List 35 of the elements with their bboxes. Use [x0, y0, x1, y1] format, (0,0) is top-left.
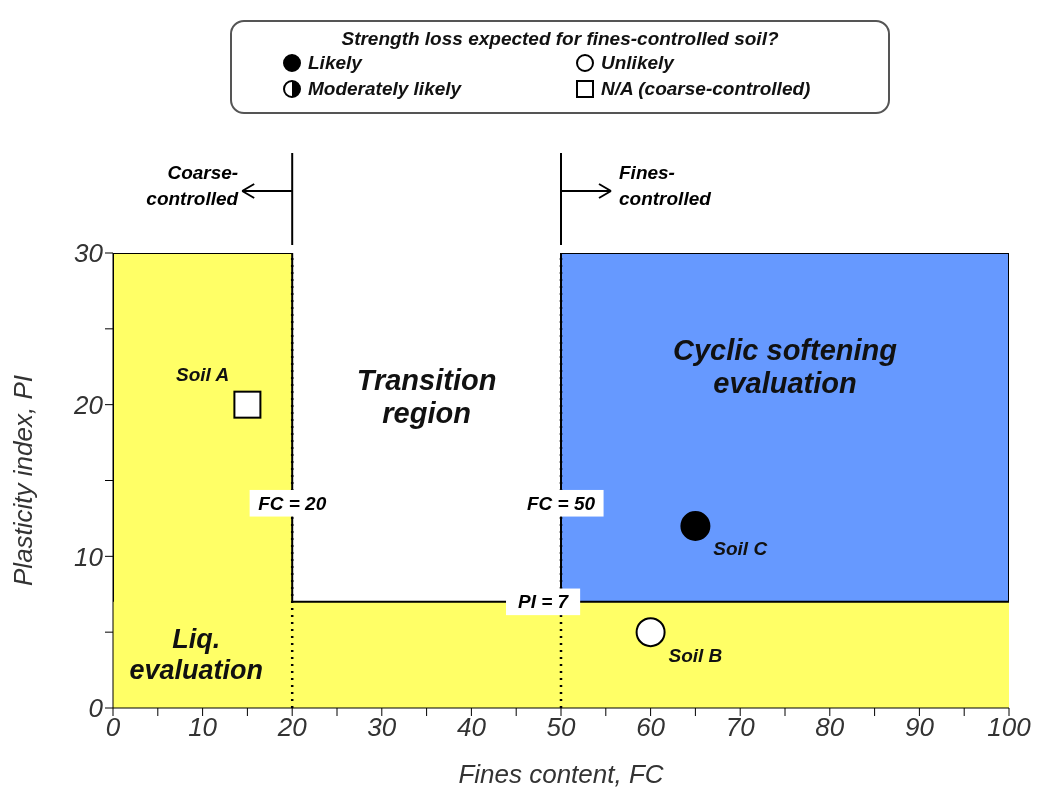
text: Coarse-controlled	[146, 162, 239, 209]
legend-label: N/A (coarse-controlled)	[601, 77, 811, 101]
x-tick-label: 50	[546, 712, 576, 743]
legend-label: Likely	[308, 51, 362, 75]
x-tick-label: 60	[636, 712, 666, 743]
x-axis-title: Fines content, FC	[458, 759, 664, 789]
x-tick-label: 80	[815, 712, 845, 743]
legend-label: Unlikely	[601, 51, 674, 75]
annotation: Soil C	[713, 538, 768, 560]
x-tick-label: 20	[276, 712, 308, 743]
point	[635, 617, 666, 648]
annotation: Soil A	[176, 363, 230, 385]
ref-line-label: PI = 7	[517, 591, 570, 613]
annotation: Transition region	[356, 363, 497, 430]
y-tick-label: 20	[73, 389, 104, 420]
ref-line-label: FC = 20	[258, 492, 327, 514]
x-tick-label: 30	[367, 712, 397, 743]
annotation: Liq. evaluation	[129, 624, 264, 686]
annotation: Soil B	[668, 644, 723, 666]
point	[680, 511, 711, 541]
legend-title: Strength loss expected for fines-controlled soil?	[340, 28, 780, 50]
y-tick-label: 0	[88, 693, 104, 724]
ref-line-label: FC = 50	[526, 492, 596, 514]
legend-label: Moderately likely	[308, 77, 462, 101]
y-axis-title: Plasticity index, PI	[8, 375, 39, 586]
x-tick-label: 10	[188, 712, 218, 743]
annotation: Cyclic softening evaluation	[673, 333, 898, 399]
y-tick-label: 30	[74, 238, 104, 269]
y-tick-label: 10	[74, 541, 104, 572]
point	[233, 390, 262, 419]
x-tick-label: 70	[725, 712, 756, 743]
x-tick-label: 40	[456, 712, 487, 743]
x-tick-label: 100	[987, 712, 1032, 743]
text: Fines-controlled	[619, 162, 712, 209]
x-tick-label: 90	[904, 712, 935, 743]
